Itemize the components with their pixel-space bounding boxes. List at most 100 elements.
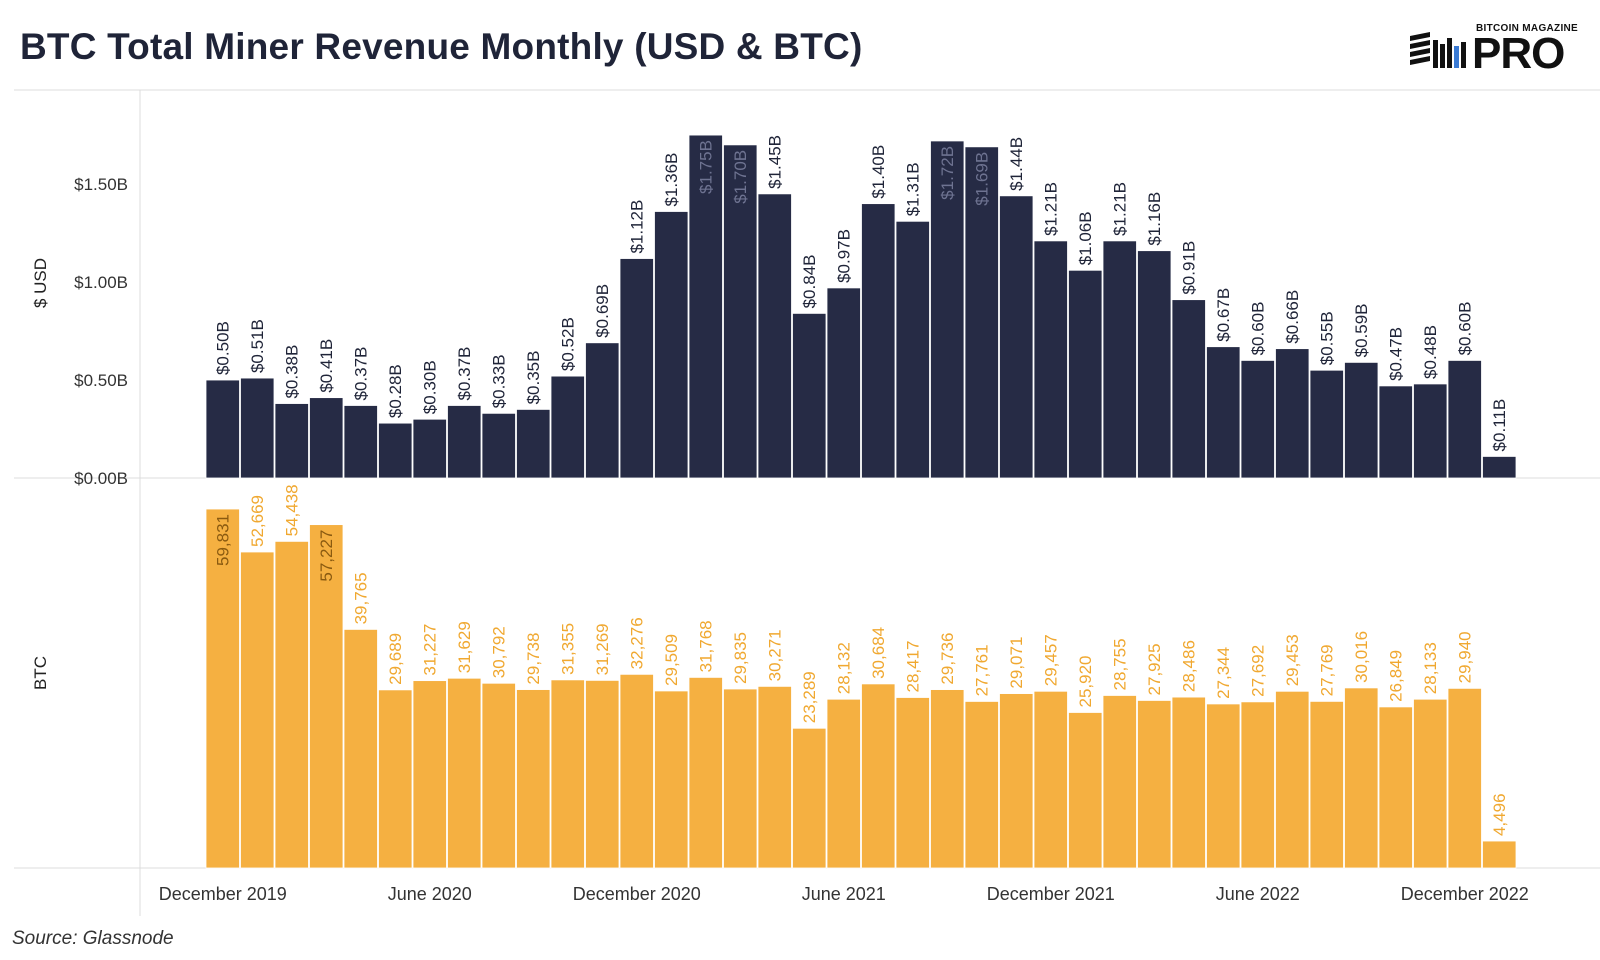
- usd-data-label: $1.69B: [973, 152, 992, 206]
- btc-bars: [205, 508, 1517, 869]
- btc-bar: [481, 682, 516, 869]
- btc-data-label: 29,509: [662, 634, 681, 686]
- usd-bar: [1447, 360, 1482, 479]
- btc-bar: [654, 690, 689, 869]
- usd-bar: [1102, 240, 1137, 479]
- usd-data-label: $0.28B: [386, 364, 405, 418]
- x-tick-label: December 2022: [1401, 884, 1529, 904]
- usd-bar: [688, 134, 723, 479]
- btc-bar: [516, 689, 551, 869]
- usd-bar: [1309, 369, 1344, 479]
- btc-bar: [1378, 706, 1413, 869]
- btc-data-label: 29,071: [1007, 637, 1026, 689]
- usd-data-label: $1.21B: [1042, 182, 1061, 236]
- btc-bar: [1171, 696, 1206, 869]
- usd-bar: [619, 258, 654, 479]
- usd-data-label: $0.91B: [1180, 241, 1199, 295]
- usd-bar: [516, 409, 551, 479]
- usd-bar: [861, 203, 896, 479]
- usd-data-label: $1.70B: [731, 150, 750, 204]
- btc-bar: [1447, 687, 1482, 869]
- btc-data-label: 54,438: [283, 484, 302, 536]
- usd-data-label: $0.30B: [421, 360, 440, 414]
- usd-data-label: $1.40B: [869, 145, 888, 199]
- usd-bar: [309, 397, 344, 479]
- usd-data-label: $0.84B: [800, 255, 819, 309]
- usd-bar: [343, 405, 378, 479]
- usd-bar: [412, 418, 447, 479]
- btc-bar: [274, 540, 309, 869]
- btc-bar: [1206, 703, 1241, 869]
- btc-data-label: 31,355: [559, 623, 578, 675]
- usd-bar: [1206, 346, 1241, 479]
- usd-data-label: $0.38B: [283, 345, 302, 399]
- btc-data-label: 28,132: [835, 642, 854, 694]
- btc-data-label: 30,016: [1352, 631, 1371, 683]
- btc-bar: [826, 698, 861, 869]
- x-tick-label: June 2021: [802, 884, 886, 904]
- usd-bar: [1482, 456, 1517, 479]
- btc-bar: [930, 689, 965, 869]
- usd-bar: [895, 220, 930, 479]
- usd-bar: [723, 144, 758, 479]
- btc-data-label: 52,669: [248, 495, 267, 547]
- btc-data-label: 27,925: [1145, 643, 1164, 695]
- x-axis-ticks: December 2019 June 2020 December 2020 June …: [159, 884, 1529, 904]
- x-tick-label: June 2020: [388, 884, 472, 904]
- btc-data-label: 27,761: [973, 644, 992, 696]
- btc-bar: [861, 683, 896, 869]
- usd-data-label: $1.72B: [938, 146, 957, 200]
- usd-data-label: $0.60B: [1456, 302, 1475, 356]
- btc-bar: [688, 676, 723, 869]
- usd-bar: [205, 379, 240, 479]
- usd-data-label: $0.60B: [1249, 302, 1268, 356]
- usd-data-label: $0.50B: [214, 321, 233, 375]
- usd-bar: [999, 195, 1034, 479]
- btc-bar: [1344, 687, 1379, 869]
- usd-data-label: $0.41B: [317, 339, 336, 393]
- btc-bar: [964, 701, 999, 869]
- usd-data-label: $0.11B: [1490, 399, 1509, 452]
- btc-bar: [1137, 700, 1172, 869]
- btc-data-label: 31,227: [421, 624, 440, 676]
- usd-bars: [205, 134, 1517, 479]
- btc-data-label: 23,289: [800, 671, 819, 723]
- usd-data-label: $0.35B: [524, 351, 543, 405]
- btc-data-label: 28,486: [1180, 640, 1199, 692]
- x-tick-label: December 2020: [573, 884, 701, 904]
- usd-data-label: $0.47B: [1387, 327, 1406, 381]
- usd-data-label: $1.44B: [1007, 137, 1026, 191]
- btc-data-label: 30,684: [869, 627, 888, 679]
- btc-data-label: 29,736: [938, 633, 957, 685]
- logo-small-text: BITCOIN MAGAZINE: [1476, 23, 1579, 34]
- usd-y-tick-label: $1.00B: [74, 273, 128, 292]
- btc-bar: [1275, 690, 1310, 869]
- usd-bar: [1171, 299, 1206, 479]
- usd-bar: [1033, 240, 1068, 479]
- btc-data-label: 57,227: [317, 530, 336, 582]
- btc-bar: [447, 677, 482, 869]
- btc-data-label: 28,755: [1111, 638, 1130, 690]
- btc-data-label: 25,920: [1076, 655, 1095, 707]
- btc-data-label: 27,692: [1249, 645, 1268, 697]
- usd-data-label: $1.75B: [697, 140, 716, 194]
- btc-bar: [205, 508, 240, 869]
- usd-data-label: $0.67B: [1214, 288, 1233, 342]
- btc-data-label: 32,276: [628, 617, 647, 669]
- usd-y-tick-label: $0.50B: [74, 371, 128, 390]
- usd-data-label: $1.06B: [1076, 211, 1095, 265]
- usd-bar: [654, 211, 689, 479]
- btc-bar: [240, 551, 275, 869]
- btc-data-label: 29,453: [1283, 634, 1302, 686]
- usd-bar: [1068, 269, 1103, 479]
- btc-bar: [1482, 840, 1517, 869]
- btc-data-label: 29,738: [524, 633, 543, 685]
- btc-axis-title: BTC: [31, 656, 50, 690]
- usd-bar: [447, 405, 482, 479]
- usd-bar: [1378, 385, 1413, 479]
- source-note: Source: Glassnode: [12, 928, 174, 949]
- usd-bar: [964, 146, 999, 479]
- x-tick-label: December 2021: [987, 884, 1115, 904]
- btc-data-label: 31,629: [455, 621, 474, 673]
- btc-panel: BTC 59,831 52,669 54,438 57,227 39,765 29,689…: [14, 478, 1600, 869]
